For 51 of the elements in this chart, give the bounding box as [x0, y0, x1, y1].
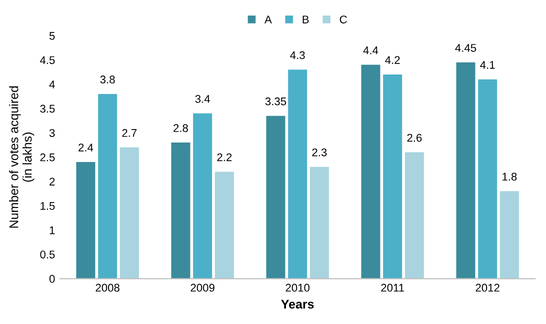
x-tick-label: 2012 — [476, 284, 500, 292]
data-label: 3.35 — [265, 97, 286, 106]
y-tick-label: 2.5 — [40, 153, 55, 162]
data-label: 4.2 — [385, 56, 400, 64]
bar — [193, 113, 212, 279]
bar — [456, 62, 476, 279]
bar — [171, 142, 190, 279]
bar — [383, 74, 402, 279]
y-tick-label: 3.5 — [40, 104, 55, 113]
x-axis-title: Years — [281, 300, 314, 309]
data-label: 2.8 — [174, 124, 188, 132]
bar — [361, 64, 380, 279]
bar — [404, 152, 424, 279]
x-tick-label: 2008 — [96, 284, 120, 292]
legend-label: B — [302, 16, 309, 24]
bar — [500, 191, 519, 279]
legend-label: A — [264, 16, 272, 24]
bar — [288, 70, 308, 279]
data-label: 2.7 — [122, 129, 137, 137]
data-label: 4.45 — [455, 44, 476, 52]
data-label: 3.4 — [195, 95, 210, 103]
y-tick-label: 0.5 — [40, 250, 55, 258]
x-tick-label: 2010 — [286, 284, 310, 292]
data-label: 2.4 — [78, 144, 94, 152]
bar — [214, 172, 234, 279]
y-tick-label: 0 — [49, 274, 55, 283]
data-label: 4.1 — [480, 61, 495, 69]
bar — [310, 166, 329, 279]
y-tick-label: 1 — [50, 226, 55, 234]
y-tick-label: 5 — [49, 32, 55, 40]
y-tick-label: 2 — [50, 178, 55, 186]
bar — [76, 162, 96, 279]
bar — [98, 94, 118, 279]
bar — [478, 79, 498, 279]
data-label: 2.2 — [217, 153, 232, 162]
y-tick-label: 4.5 — [40, 56, 55, 64]
data-label: 2.3 — [312, 148, 327, 156]
bar — [120, 147, 139, 279]
data-label: 3.8 — [100, 76, 115, 84]
x-tick-label: 2011 — [381, 284, 404, 292]
bar — [266, 116, 286, 279]
y-tick-label: 1.5 — [40, 202, 55, 210]
y-axis-title: Number of votes acquired (in lakhs) — [9, 86, 34, 228]
y-tick-label: 4 — [49, 80, 55, 88]
x-tick-label: 2009 — [190, 284, 214, 292]
legend-label: C — [340, 16, 347, 24]
data-label: 1.8 — [502, 172, 517, 181]
data-label: 4.3 — [290, 51, 305, 60]
data-label: 4.4 — [363, 46, 378, 54]
y-tick-label: 3 — [49, 129, 55, 137]
data-label: 2.6 — [407, 134, 422, 142]
